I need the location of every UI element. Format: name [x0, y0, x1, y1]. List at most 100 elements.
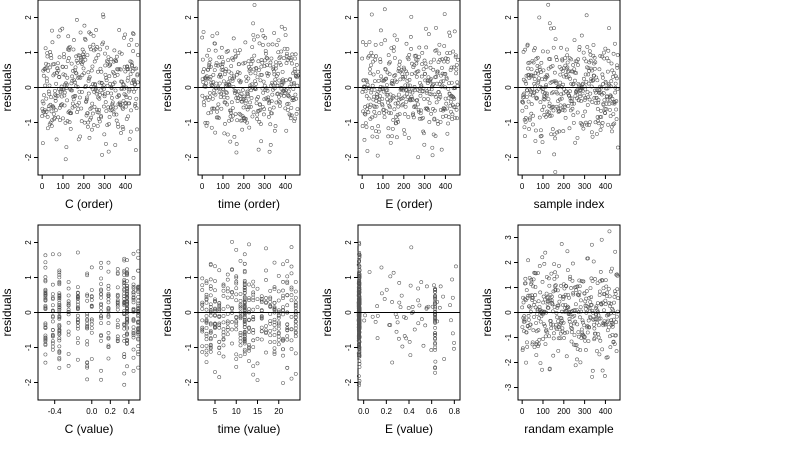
data-point	[136, 289, 141, 294]
data-point	[549, 294, 554, 299]
data-point	[559, 92, 564, 97]
data-point	[357, 252, 361, 257]
data-point	[251, 328, 256, 332]
data-point	[286, 89, 291, 94]
data-point	[204, 294, 209, 299]
data-point	[71, 69, 75, 73]
data-point	[96, 95, 101, 100]
data-point	[283, 33, 288, 38]
data-point	[250, 59, 255, 63]
data-point	[555, 91, 560, 96]
data-point	[64, 65, 69, 69]
data-point	[110, 100, 115, 105]
data-point	[571, 63, 576, 67]
data-point	[43, 275, 48, 280]
data-point	[276, 50, 281, 55]
y-tick-label: 2	[24, 240, 33, 245]
data-point	[397, 62, 402, 67]
data-point	[131, 331, 136, 335]
data-point	[242, 352, 247, 357]
data-point	[570, 101, 575, 106]
data-point	[612, 300, 616, 305]
data-point	[208, 322, 213, 327]
data-point	[415, 98, 420, 102]
data-point	[43, 46, 48, 51]
data-point	[404, 69, 408, 74]
data-point	[125, 283, 129, 288]
data-point	[66, 364, 71, 368]
data-point	[429, 111, 434, 116]
data-point	[597, 114, 602, 119]
data-point	[549, 26, 553, 31]
data-point	[546, 295, 551, 299]
data-point	[378, 85, 383, 89]
data-point	[66, 293, 71, 298]
data-point	[50, 297, 55, 301]
data-point	[106, 291, 111, 296]
data-point	[66, 303, 71, 308]
data-point	[247, 296, 251, 300]
data-point	[204, 343, 209, 348]
data-point	[50, 328, 55, 332]
data-point	[94, 91, 99, 96]
data-point	[573, 302, 578, 307]
data-point	[592, 66, 597, 71]
data-point	[293, 319, 298, 324]
data-point	[373, 57, 378, 62]
data-point	[43, 67, 47, 71]
data-point	[259, 300, 264, 305]
data-point	[85, 325, 90, 329]
data-point	[115, 323, 120, 327]
data-point	[57, 268, 62, 273]
data-point	[293, 371, 298, 376]
data-point	[43, 360, 48, 365]
data-point	[382, 7, 387, 12]
data-point	[117, 93, 121, 98]
data-point	[115, 271, 120, 276]
data-point	[251, 307, 256, 312]
data-point	[94, 107, 99, 112]
data-point	[208, 277, 213, 282]
data-point	[124, 95, 129, 100]
data-point	[262, 97, 267, 102]
data-point	[94, 28, 98, 32]
data-point	[121, 82, 125, 87]
data-point	[550, 64, 555, 68]
data-point	[131, 292, 136, 297]
data-point	[234, 142, 239, 146]
data-point	[357, 292, 361, 297]
data-point	[356, 304, 361, 308]
data-point	[557, 325, 562, 329]
data-point	[258, 102, 262, 107]
data-point	[579, 336, 584, 340]
data-point	[116, 124, 121, 129]
data-point	[399, 293, 404, 298]
data-point	[52, 115, 57, 120]
data-point	[582, 335, 587, 339]
data-point	[357, 297, 362, 301]
data-point	[545, 72, 549, 77]
data-point	[45, 79, 49, 84]
data-point	[225, 289, 230, 294]
data-point	[540, 367, 544, 372]
data-point	[293, 52, 298, 57]
data-point	[43, 293, 48, 298]
x-tick-label: 20	[274, 407, 283, 416]
data-point	[440, 57, 445, 62]
data-point	[208, 330, 213, 335]
data-point	[293, 334, 298, 339]
data-point	[216, 116, 221, 120]
data-point	[397, 112, 402, 116]
data-point	[369, 90, 373, 95]
data-point	[268, 288, 273, 293]
x-tick-label: 100	[536, 407, 550, 416]
data-point	[538, 67, 542, 72]
data-point	[433, 345, 437, 350]
data-point	[44, 96, 49, 101]
data-point	[528, 293, 532, 298]
data-point	[85, 292, 90, 297]
data-point	[293, 302, 298, 307]
data-point	[251, 372, 256, 377]
data-point	[51, 62, 55, 67]
